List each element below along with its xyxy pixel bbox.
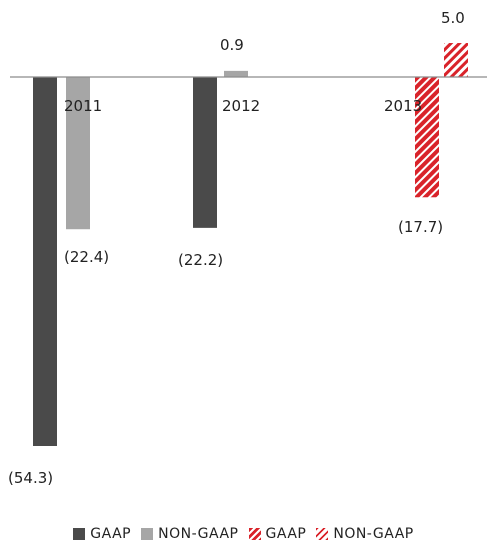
data-label-2013-1: 5.0 (441, 9, 465, 27)
legend-swatch-icon (141, 528, 154, 540)
bar-2011-nongaap (66, 77, 90, 230)
legend-item-3: NON-GAAP (316, 526, 413, 542)
bar-2012-nongaap (224, 70, 248, 77)
data-label-2012-0: (22.2) (178, 251, 223, 269)
category-label-2012: 2012 (222, 97, 260, 115)
legend-label: NON-GAAP (158, 526, 239, 542)
legend-label: GAAP (90, 526, 132, 542)
bar-2013-gaap-2013 (415, 77, 439, 198)
category-label-2011: 2011 (64, 97, 102, 115)
legend-label: NON-GAAP (333, 526, 414, 542)
legend-item-1: NON-GAAP (141, 526, 238, 542)
legend-label: GAAP (265, 526, 307, 542)
legend: GAAP NON-GAAP GAAP NON-GAAP (0, 523, 487, 545)
legend-swatch-icon (73, 528, 86, 540)
bar-2013-nongaap-2013 (444, 43, 468, 77)
data-label-2013-0: (17.7) (398, 218, 443, 236)
legend-item-2: GAAP (248, 526, 307, 542)
category-label-2013: 2013 (384, 97, 422, 115)
data-label-2012-1: 0.9 (220, 36, 244, 54)
bar-2011-gaap (33, 77, 57, 446)
legend-item-0: GAAP (73, 526, 131, 542)
bar-2012-gaap (193, 77, 217, 228)
legend-swatch-icon (316, 528, 329, 540)
legend-swatch-icon (248, 528, 261, 540)
data-label-2011-1: (22.4) (64, 248, 109, 266)
data-label-2011-0: (54.3) (8, 469, 53, 487)
